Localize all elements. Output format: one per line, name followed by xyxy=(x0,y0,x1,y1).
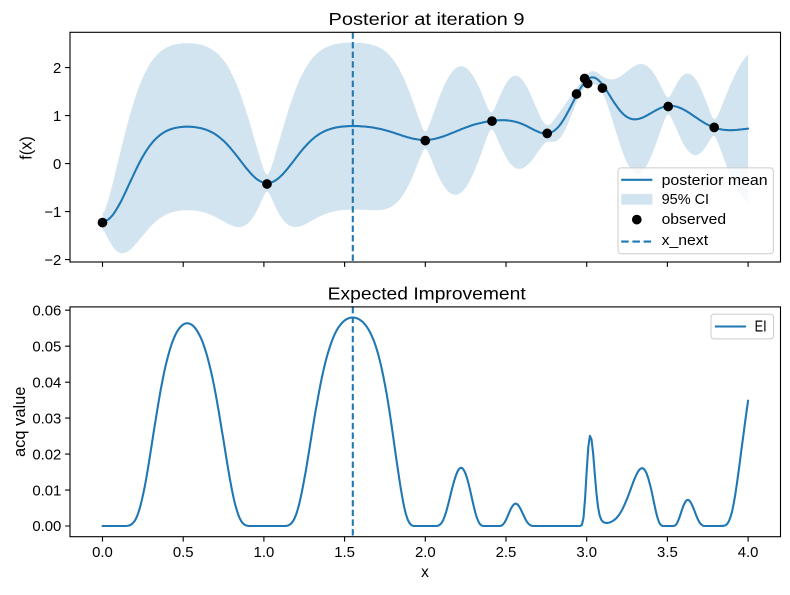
svg-text:Expected Improvement: Expected Improvement xyxy=(328,284,526,304)
svg-text:x: x xyxy=(421,564,429,581)
svg-text:0.01: 0.01 xyxy=(32,483,61,499)
svg-text:EI: EI xyxy=(755,319,767,336)
svg-text:posterior mean: posterior mean xyxy=(662,172,768,189)
svg-text:−1: −1 xyxy=(44,205,61,221)
svg-text:f(x): f(x) xyxy=(17,136,35,160)
svg-text:0.05: 0.05 xyxy=(32,339,61,355)
svg-text:2.0: 2.0 xyxy=(415,545,436,561)
svg-text:3.0: 3.0 xyxy=(576,545,597,561)
svg-text:Posterior at iteration 9: Posterior at iteration 9 xyxy=(329,9,525,29)
svg-text:0.06: 0.06 xyxy=(32,303,61,319)
svg-text:−2: −2 xyxy=(44,253,61,269)
svg-text:1: 1 xyxy=(53,109,61,125)
svg-text:2: 2 xyxy=(53,61,61,77)
svg-text:1.0: 1.0 xyxy=(254,545,275,561)
svg-text:0.03: 0.03 xyxy=(32,411,61,427)
svg-text:3.5: 3.5 xyxy=(657,545,678,561)
svg-text:95% CI: 95% CI xyxy=(662,191,710,208)
svg-text:observed: observed xyxy=(662,211,727,228)
svg-text:0.04: 0.04 xyxy=(32,375,61,391)
svg-text:0.0: 0.0 xyxy=(92,545,113,561)
svg-text:1.5: 1.5 xyxy=(334,545,355,561)
svg-text:4.0: 4.0 xyxy=(738,545,759,561)
svg-text:0.5: 0.5 xyxy=(173,545,194,561)
svg-text:0: 0 xyxy=(53,157,61,173)
svg-text:0.02: 0.02 xyxy=(32,447,61,463)
svg-text:x_next: x_next xyxy=(662,232,709,249)
svg-text:2.5: 2.5 xyxy=(496,545,517,561)
svg-text:0.00: 0.00 xyxy=(32,519,61,535)
svg-text:acq value: acq value xyxy=(11,387,29,458)
